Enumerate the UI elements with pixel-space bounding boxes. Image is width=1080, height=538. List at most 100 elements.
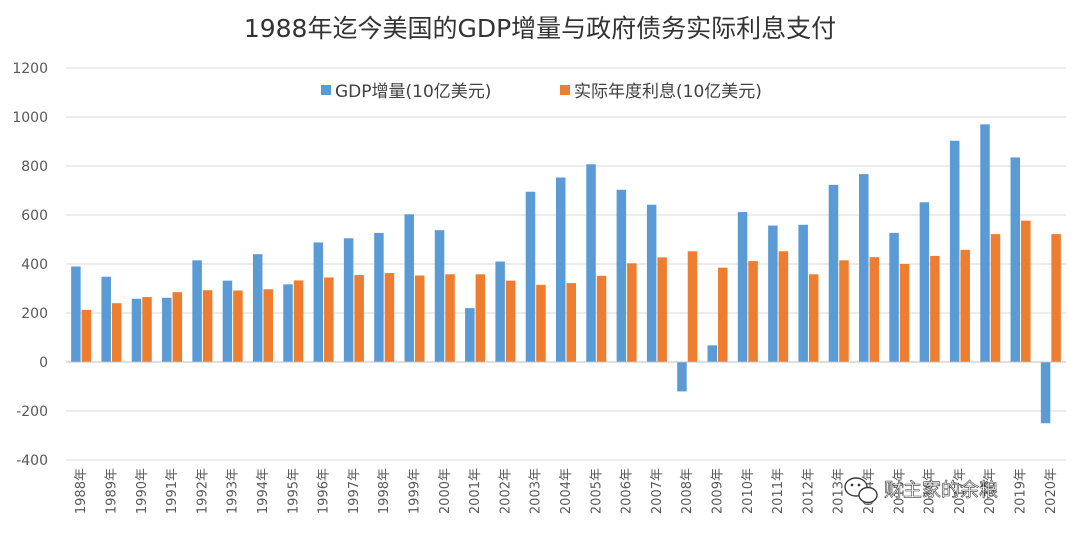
wechat-icon	[844, 477, 878, 504]
bar-gdp-2014年	[859, 174, 869, 362]
bar-gdp-1994年	[252, 254, 263, 362]
legend: GDP增量(10亿美元) 实际年度利息(10亿美元)	[321, 82, 762, 102]
x-tick-label: 1989年	[104, 468, 119, 514]
bar-gdp-2019年	[1010, 157, 1021, 362]
bar-interest-2001年	[475, 274, 486, 362]
bar-gdp-1989年	[101, 276, 111, 362]
bar-interest-2017年	[960, 249, 970, 362]
bar-interest-2003年	[536, 284, 546, 362]
legend-swatch-gdp	[321, 85, 331, 95]
bar-gdp-2000年	[434, 230, 445, 362]
x-tick-label: 2007年	[650, 468, 665, 514]
y-tick-label: 600	[21, 208, 48, 224]
bar-interest-2019年	[1021, 220, 1031, 362]
y-tick-label: 400	[21, 257, 48, 273]
bar-interest-1998年	[384, 273, 395, 362]
y-tick-label: 0	[39, 355, 48, 371]
bar-gdp-1998年	[374, 232, 384, 362]
bar-gdp-1991年	[162, 297, 172, 362]
bar-interest-1988年	[81, 309, 92, 362]
bar-gdp-2020年	[1040, 362, 1051, 424]
bar-interest-2000年	[445, 274, 455, 362]
bar-gdp-2009年	[707, 345, 718, 362]
bar-gdp-2001年	[465, 308, 475, 362]
y-axis: 1200 1000 800 600 400 200 0 -200 -400	[12, 61, 48, 469]
bar-interest-2009年	[718, 267, 728, 362]
bar-gdp-1988年	[71, 266, 81, 362]
x-tick-label: 1996年	[317, 468, 332, 514]
x-tick-label: 2011年	[771, 468, 786, 514]
x-tick-label: 2000年	[438, 468, 453, 514]
bar-interest-1997年	[354, 275, 364, 362]
bar-interest-2014年	[869, 257, 880, 362]
y-tick-label: 800	[21, 159, 48, 175]
y-tick-label: 1000	[12, 110, 48, 126]
x-tick-label: 2015年	[892, 468, 907, 514]
bar-interest-1993年	[233, 290, 243, 362]
bar-interest-2010年	[748, 261, 758, 362]
legend-label-interest: 实际年度利息(10亿美元)	[574, 82, 762, 102]
legend-label-gdp: GDP增量(10亿美元)	[335, 82, 491, 102]
bar-interest-2015年	[899, 264, 910, 362]
bar-gdp-1990年	[131, 298, 142, 362]
x-tick-label: 1995年	[286, 468, 301, 514]
bar-interest-1995年	[293, 280, 304, 362]
bar-gdp-2018年	[980, 124, 990, 362]
watermark: 财主家的余粮	[844, 477, 998, 504]
bar-interest-1989年	[111, 303, 122, 362]
x-tick-label: 2018年	[983, 468, 998, 514]
x-tick-label: 2010年	[741, 468, 756, 514]
bar-gdp-2003年	[525, 191, 536, 362]
bar-gdp-2010年	[737, 212, 748, 362]
bar-interest-1996年	[324, 277, 334, 362]
y-tick-label: 200	[21, 306, 48, 322]
bar-gdp-1997年	[343, 238, 354, 362]
x-tick-label: 1999年	[407, 468, 422, 514]
bar-interest-2008年	[687, 251, 698, 362]
x-tick-label: 1994年	[256, 468, 271, 514]
y-tick-label: 1200	[12, 61, 48, 77]
bar-gdp-1996年	[313, 242, 324, 362]
x-axis: 1988年 1989年 1990年 1991年 1992年 1993年 1994年 1995年…	[74, 468, 1059, 514]
x-tick-label: 2006年	[620, 468, 635, 514]
bar-gdp-1992年	[192, 260, 202, 362]
bar-interest-2016年	[930, 255, 940, 362]
bar-gdp-1993年	[222, 280, 233, 362]
bar-interest-1991年	[172, 292, 183, 362]
x-tick-label: 2002年	[498, 468, 513, 514]
bar-interest-2006年	[627, 263, 637, 362]
bar-gdp-2016年	[919, 202, 930, 362]
bars	[71, 124, 1061, 424]
x-tick-label: 2013年	[832, 468, 847, 514]
x-tick-label: 1997年	[347, 468, 362, 514]
bar-gdp-2008年	[677, 362, 687, 392]
x-tick-label: 1998年	[377, 468, 392, 514]
x-tick-label: 1988年	[74, 468, 89, 514]
bar-interest-2013年	[839, 260, 849, 362]
bar-gdp-2015年	[889, 232, 899, 362]
watermark-text: 财主家的余粮	[884, 479, 998, 501]
bar-interest-2002年	[505, 280, 516, 362]
bar-interest-1992年	[202, 290, 213, 362]
bar-gdp-2002年	[495, 261, 505, 362]
chart-title: 1988年迄今美国的GDP增量与政府债务实际利息支付	[244, 14, 836, 43]
x-tick-label: 1991年	[165, 468, 180, 514]
legend-swatch-interest	[560, 85, 570, 95]
x-tick-label: 2004年	[559, 468, 574, 514]
bar-interest-2007年	[657, 257, 667, 362]
x-tick-label: 2003年	[529, 468, 544, 514]
x-tick-label: 2001年	[468, 468, 483, 514]
x-tick-label: 2005年	[589, 468, 604, 514]
gridlines	[66, 67, 1066, 461]
y-tick-label: -400	[16, 453, 48, 469]
x-tick-label: 1992年	[195, 468, 210, 514]
bar-gdp-1999年	[404, 214, 414, 362]
bar-gdp-2013年	[828, 184, 839, 362]
bar-interest-2018年	[990, 234, 1001, 362]
x-tick-label: 2020年	[1044, 468, 1059, 514]
bar-interest-1990年	[142, 297, 152, 362]
bar-gdp-2007年	[646, 204, 657, 362]
bar-interest-2005年	[596, 275, 607, 362]
